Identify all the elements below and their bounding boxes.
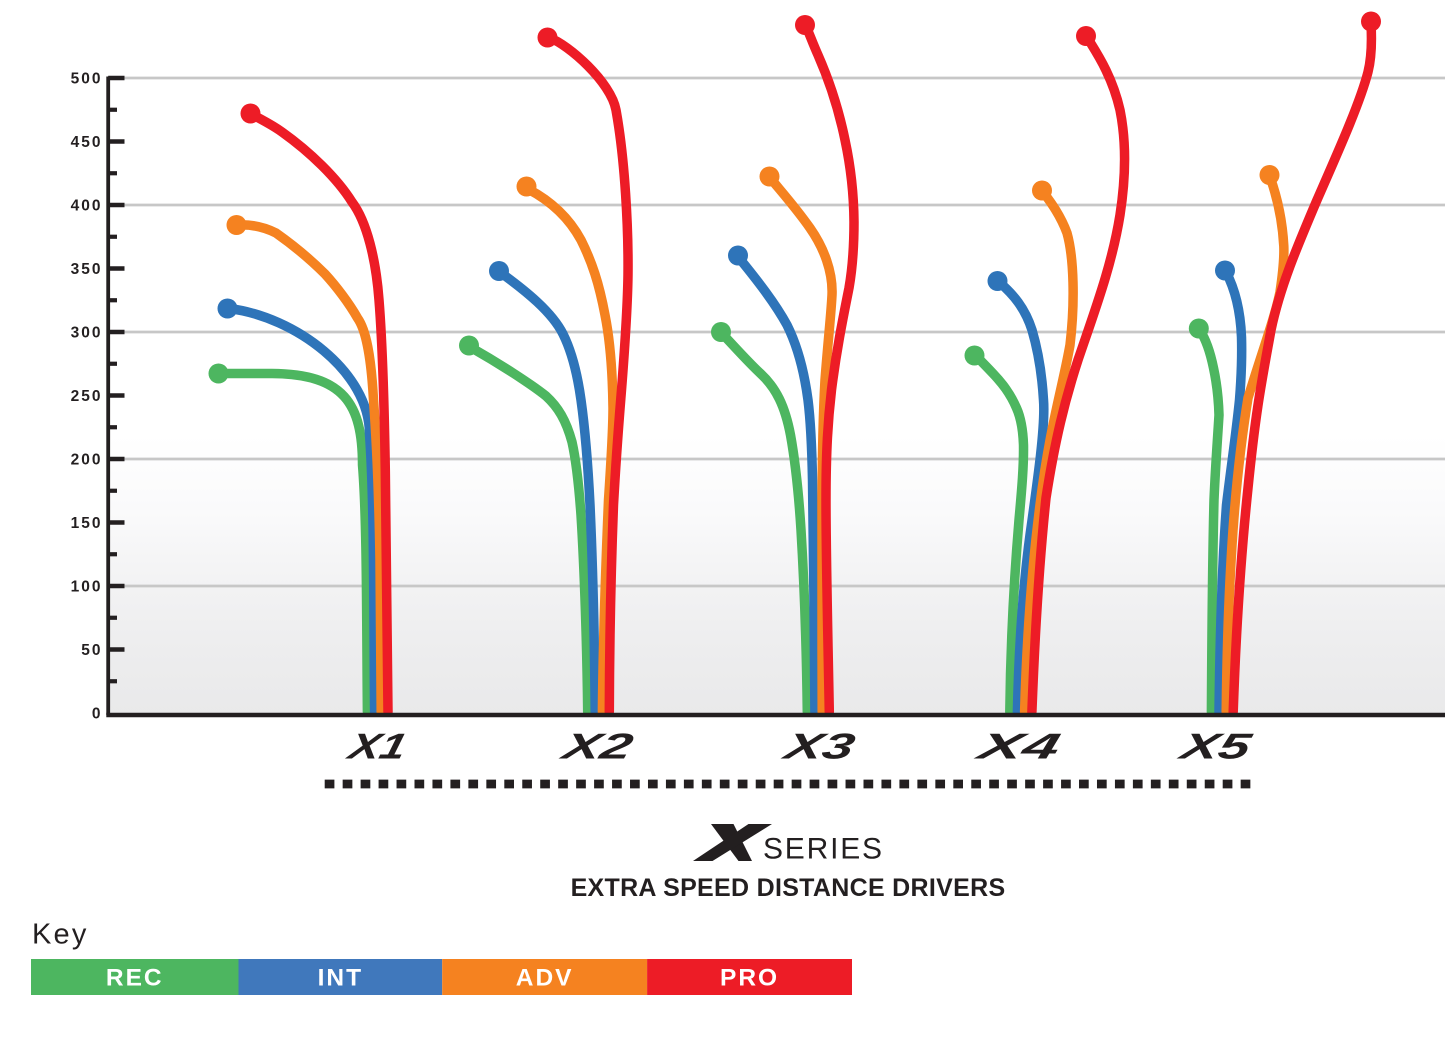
svg-text:PRO: PRO: [720, 965, 779, 992]
svg-text:INT: INT: [318, 965, 363, 992]
svg-text:150: 150: [71, 515, 103, 532]
svg-text:50: 50: [81, 642, 102, 659]
svg-text:SERIES: SERIES: [763, 832, 884, 865]
svg-text:100: 100: [71, 578, 103, 595]
svg-text:EXTRA SPEED DISTANCE DRIVERS: EXTRA SPEED DISTANCE DRIVERS: [571, 874, 1006, 902]
svg-text:X3: X3: [778, 726, 859, 766]
svg-text:500: 500: [71, 70, 103, 87]
svg-text:X5: X5: [1174, 726, 1256, 766]
svg-text:REC: REC: [106, 965, 164, 992]
svg-text:X2: X2: [556, 726, 637, 766]
svg-text:400: 400: [71, 197, 103, 214]
svg-text:200: 200: [71, 451, 103, 468]
svg-text:250: 250: [71, 388, 103, 405]
svg-text:X1: X1: [343, 726, 412, 766]
svg-text:Key: Key: [32, 919, 89, 951]
svg-text:300: 300: [71, 324, 103, 341]
svg-text:X4: X4: [971, 726, 1065, 766]
svg-text:ADV: ADV: [516, 965, 574, 992]
svg-text:450: 450: [71, 134, 103, 151]
svg-text:0: 0: [92, 705, 103, 722]
svg-text:350: 350: [71, 261, 103, 278]
